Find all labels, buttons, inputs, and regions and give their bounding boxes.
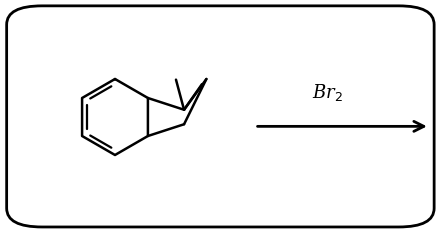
FancyBboxPatch shape xyxy=(7,6,434,227)
Text: Br$_2$: Br$_2$ xyxy=(312,82,343,103)
